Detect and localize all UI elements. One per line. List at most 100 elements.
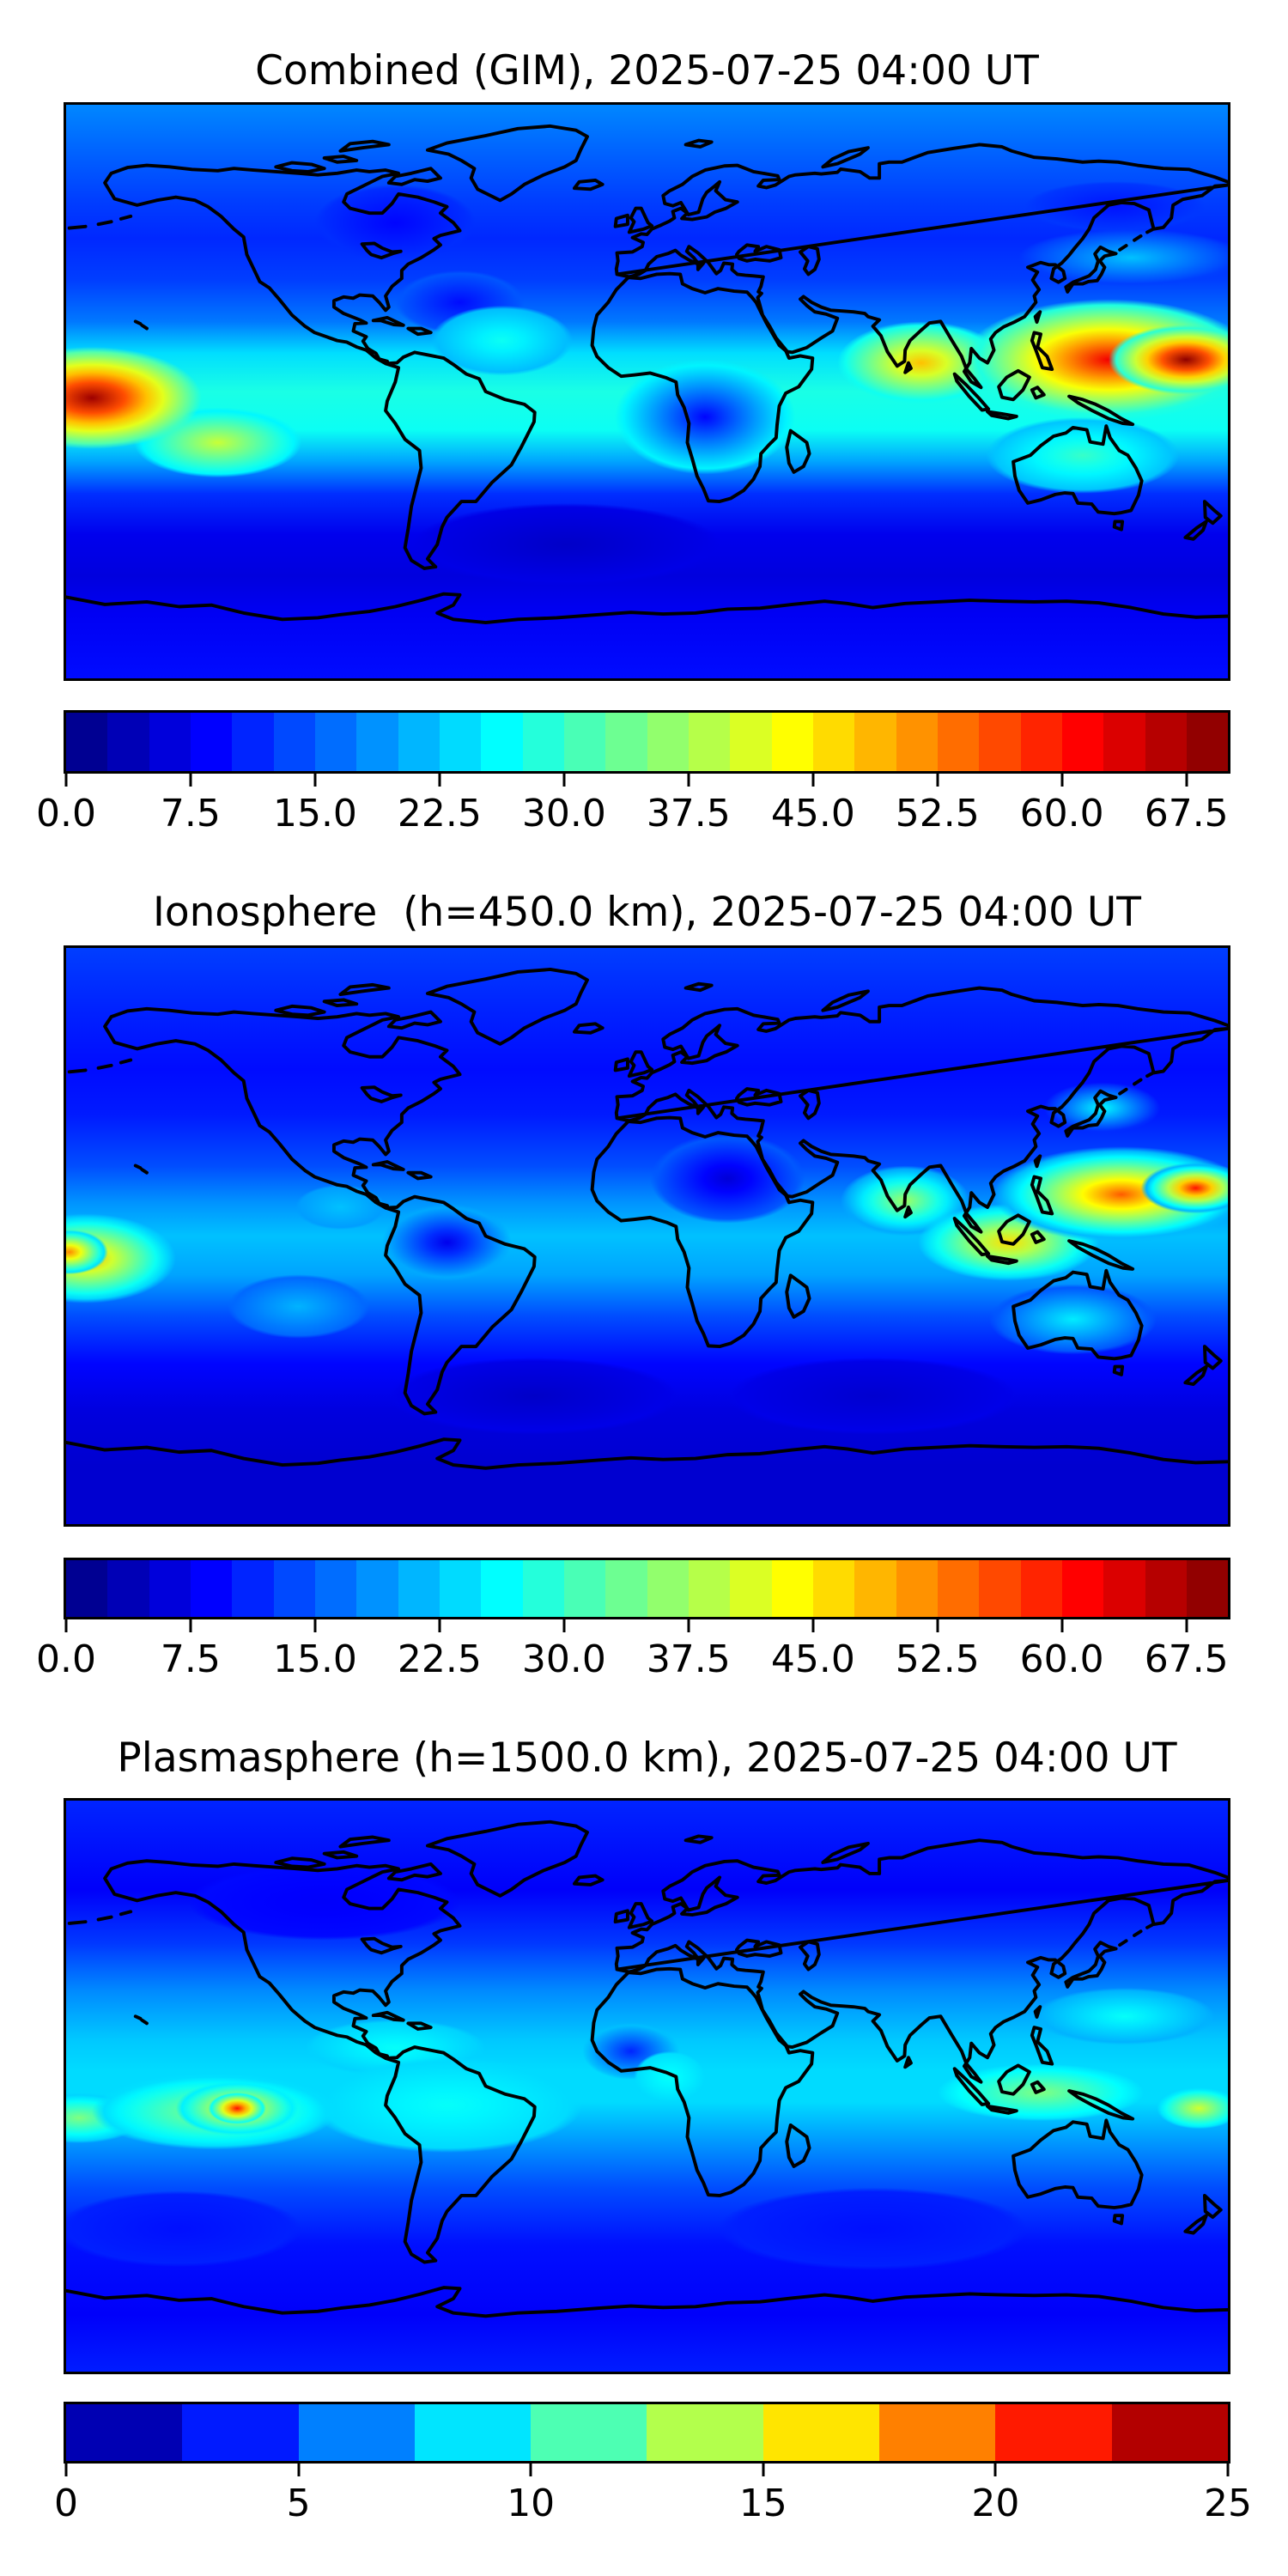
colorbar-segment xyxy=(414,2404,532,2461)
colorbar xyxy=(64,710,1230,774)
colorbar-segment xyxy=(1103,713,1145,771)
colorbar-tick xyxy=(64,2464,68,2476)
colorbar-ticks: 0 5 10 15 20 25 xyxy=(54,2464,1252,2537)
colorbar-segment xyxy=(937,713,980,771)
panel-title: Ionosphere (h=450.0 km), 2025-07-25 04:0… xyxy=(152,889,1142,936)
colorbar-tick-label: 25 xyxy=(1204,2482,1252,2525)
colorbar-segment xyxy=(66,713,108,771)
world-map-ionosphere xyxy=(64,945,1230,1527)
colorbar-tick xyxy=(762,2464,765,2476)
colorbar-segment xyxy=(1186,1560,1228,1617)
colorbar-segment xyxy=(812,713,855,771)
colorbar-segment xyxy=(688,1560,731,1617)
world-map-plasmasphere xyxy=(64,1798,1230,2374)
colorbar-segment xyxy=(398,1560,440,1617)
colorbar-segment xyxy=(314,1560,357,1617)
colorbar-tick xyxy=(687,774,690,787)
coastlines xyxy=(66,124,1228,625)
colorbar-tick xyxy=(529,2464,532,2476)
colorbar-tick-label: 5 xyxy=(286,2482,311,2525)
colorbar-tick xyxy=(936,774,939,787)
colorbar-tick-label: 52.5 xyxy=(895,1637,980,1681)
colorbar-segment xyxy=(563,1560,606,1617)
colorbar-segment xyxy=(481,1560,523,1617)
colorbar-segment xyxy=(107,713,149,771)
colorbar-segment xyxy=(1103,1560,1145,1617)
colorbar-tick-label: 22.5 xyxy=(397,792,482,835)
colorbar-segment xyxy=(522,713,564,771)
colorbar-tick-label: 7.5 xyxy=(160,1637,221,1681)
colorbar-tick xyxy=(993,2464,997,2476)
colorbar-segment xyxy=(1020,1560,1062,1617)
colorbar-tick-label: 30.0 xyxy=(521,792,606,835)
colorbar-tick-label: 15 xyxy=(738,2482,787,2525)
colorbar-tick-label: 7.5 xyxy=(160,792,221,835)
colorbar-segment xyxy=(605,713,647,771)
colorbar-segment xyxy=(531,2404,647,2461)
colorbar-tick xyxy=(1226,2464,1230,2476)
colorbar-tick-label: 22.5 xyxy=(397,1637,482,1681)
colorbar-tick-label: 67.5 xyxy=(1144,1637,1229,1681)
colorbar-segment xyxy=(688,713,731,771)
colorbar-segment xyxy=(896,713,938,771)
colorbar-tick xyxy=(1060,774,1064,787)
colorbar-segment xyxy=(1111,2404,1228,2461)
colorbar-tick-label: 45.0 xyxy=(770,1637,855,1681)
colorbar-tick-label: 30.0 xyxy=(521,1637,606,1681)
world-map-combined xyxy=(64,102,1230,681)
colorbar-segment xyxy=(190,713,233,771)
colorbar-segment xyxy=(149,713,191,771)
colorbar-tick xyxy=(189,774,192,787)
colorbar-ticks: 0.0 7.5 15.0 22.5 30.0 37.5 45.0 52.5 60.0 67.5 xyxy=(36,1619,1229,1692)
panel-title: Plasmasphere (h=1500.0 km), 2025-07-25 0… xyxy=(117,1735,1177,1782)
colorbar-tick-label: 10 xyxy=(507,2482,556,2525)
colorbar-tick-label: 0 xyxy=(54,2482,78,2525)
colorbar-tick-label: 60.0 xyxy=(1019,792,1104,835)
panel-title: Combined (GIM), 2025-07-25 04:00 UT xyxy=(255,47,1039,94)
colorbar-segment xyxy=(854,713,896,771)
colorbar-tick xyxy=(1185,1619,1188,1632)
colorbar-tick-label: 37.5 xyxy=(646,1637,731,1681)
colorbar-segment xyxy=(979,1560,1021,1617)
colorbar-segment xyxy=(298,2404,415,2461)
coastlines xyxy=(66,968,1228,1470)
colorbar-tick-label: 15.0 xyxy=(272,792,357,835)
colorbar-tick-label: 0.0 xyxy=(36,792,96,835)
colorbar-tick xyxy=(687,1619,690,1632)
colorbar-tick xyxy=(438,774,441,787)
colorbar-segment xyxy=(771,1560,813,1617)
colorbar-segment xyxy=(979,713,1021,771)
colorbar-segment xyxy=(730,1560,772,1617)
colorbar-tick xyxy=(811,1619,815,1632)
colorbar-segment xyxy=(1020,713,1062,771)
colorbar-segment xyxy=(1145,713,1187,771)
colorbar-segment xyxy=(647,713,689,771)
colorbar-segment xyxy=(563,713,606,771)
colorbar-segment xyxy=(1061,1560,1104,1617)
colorbar-segment xyxy=(605,1560,647,1617)
colorbar-segment xyxy=(647,1560,689,1617)
colorbar-segment xyxy=(439,1560,482,1617)
colorbar-segment xyxy=(879,2404,996,2461)
colorbar-segment xyxy=(356,1560,398,1617)
colorbar-tick xyxy=(313,1619,317,1632)
colorbar-tick xyxy=(297,2464,301,2476)
colorbar-tick-label: 45.0 xyxy=(770,792,855,835)
colorbar-segment xyxy=(398,713,440,771)
colorbar-segment xyxy=(314,713,357,771)
colorbar-segment xyxy=(995,2404,1112,2461)
colorbar-segment xyxy=(107,1560,149,1617)
colorbar-tick xyxy=(438,1619,441,1632)
colorbar-segment xyxy=(66,1560,108,1617)
colorbar-segment xyxy=(1061,713,1104,771)
colorbar-tick-label: 67.5 xyxy=(1144,792,1229,835)
colorbar xyxy=(64,1558,1230,1619)
colorbar-segment xyxy=(1145,1560,1187,1617)
colorbar-ticks: 0.0 7.5 15.0 22.5 30.0 37.5 45.0 52.5 60.0 67.5 xyxy=(36,774,1229,847)
colorbar-segment xyxy=(149,1560,191,1617)
colorbar-segment xyxy=(356,713,398,771)
colorbar-segment xyxy=(896,1560,938,1617)
colorbar-tick xyxy=(811,774,815,787)
colorbar xyxy=(64,2402,1230,2464)
